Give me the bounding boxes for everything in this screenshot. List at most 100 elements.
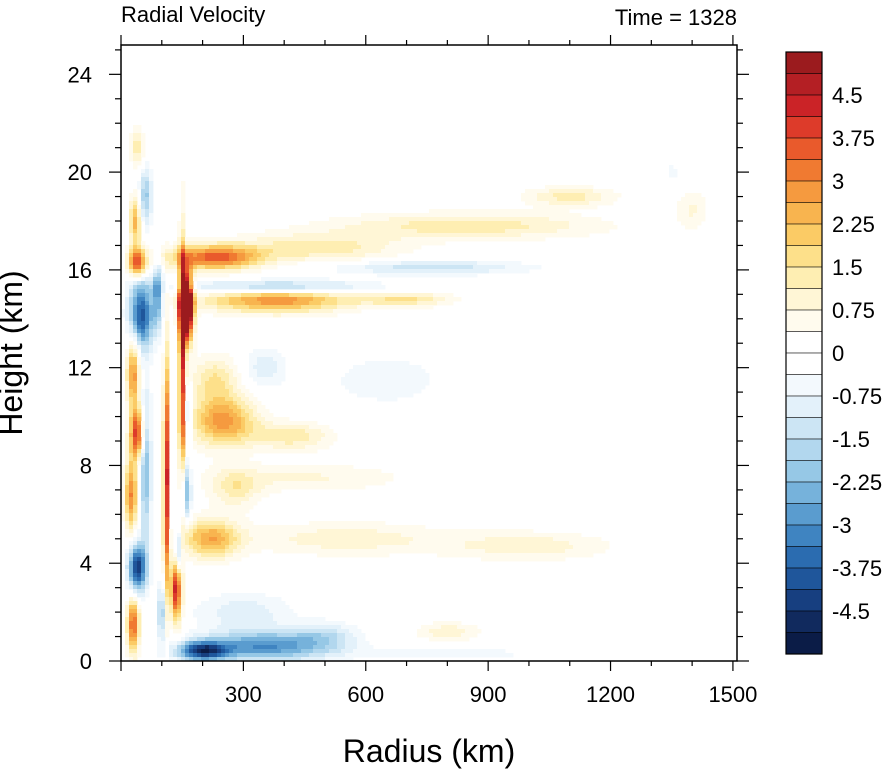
heatmap-cell (193, 241, 198, 246)
heatmap-cell (253, 365, 258, 370)
heatmap-cell (277, 233, 282, 238)
heatmap-cell (497, 533, 502, 538)
heatmap-cell (553, 557, 558, 562)
heatmap-cell (361, 473, 366, 478)
heatmap-cell (265, 481, 270, 486)
heatmap-cell (485, 261, 490, 266)
heatmap-cell (457, 217, 462, 222)
heatmap-cell (233, 417, 238, 422)
heatmap-cell (305, 245, 310, 250)
heatmap-cell (177, 289, 182, 294)
heatmap-cell (453, 545, 458, 550)
heatmap-cell (517, 529, 522, 534)
heatmap-cell (281, 313, 286, 318)
heatmap-cell (321, 537, 326, 542)
heatmap-cell (209, 605, 214, 610)
heatmap-cell (269, 313, 274, 318)
heatmap-cell (401, 301, 406, 306)
heatmap-cell (221, 505, 226, 510)
heatmap-cell (409, 261, 414, 266)
heatmap-cell (425, 265, 430, 270)
heatmap-cell (189, 293, 194, 298)
heatmap-cell (161, 361, 166, 366)
heatmap-cell (273, 533, 278, 538)
heatmap-cell (385, 297, 390, 302)
heatmap-cell (557, 205, 562, 210)
heatmap-cell (129, 577, 134, 582)
heatmap-cell (125, 605, 130, 610)
heatmap-cell (209, 449, 214, 454)
heatmap-cell (265, 309, 270, 314)
heatmap-cell (509, 213, 514, 218)
heatmap-cell (589, 553, 594, 558)
heatmap-cell (369, 381, 374, 386)
heatmap-cell (541, 541, 546, 546)
heatmap-cell (433, 545, 438, 550)
heatmap-cell (221, 305, 226, 310)
heatmap-cell (489, 533, 494, 538)
heatmap-cell (233, 413, 238, 418)
heatmap-cell (493, 557, 498, 562)
heatmap-cell (145, 257, 150, 262)
heatmap-cell (509, 209, 514, 214)
heatmap-cell (385, 473, 390, 478)
heatmap-cell (377, 221, 382, 226)
heatmap-cell (493, 549, 498, 554)
heatmap-cell (209, 537, 214, 542)
heatmap-cell (221, 369, 226, 374)
heatmap-cell (457, 533, 462, 538)
heatmap-cell (541, 213, 546, 218)
heatmap-cell (569, 533, 574, 538)
heatmap-cell (209, 241, 214, 246)
heatmap-cell (197, 393, 202, 398)
heatmap-cell (185, 457, 190, 462)
heatmap-cell (209, 357, 214, 362)
heatmap-cell (349, 297, 354, 302)
heatmap-cell (365, 477, 370, 482)
heatmap-cell (473, 233, 478, 238)
heatmap-cell (273, 433, 278, 438)
heatmap-cell (369, 225, 374, 230)
heatmap-cell (253, 265, 258, 270)
heatmap-cell (549, 205, 554, 210)
heatmap-cell (393, 377, 398, 382)
heatmap-cell (301, 421, 306, 426)
heatmap-cell (149, 549, 154, 554)
heatmap-cell (509, 269, 514, 274)
heatmap-cell (405, 265, 410, 270)
heatmap-cell (165, 317, 170, 322)
heatmap-cell (329, 301, 334, 306)
heatmap-cell (129, 605, 134, 610)
heatmap-cell (201, 245, 206, 250)
heatmap-cell (325, 281, 330, 286)
heatmap-cell (161, 477, 166, 482)
heatmap-cell (173, 557, 178, 562)
heatmap-cell (453, 209, 458, 214)
heatmap-cell (313, 313, 318, 318)
heatmap-cell (341, 377, 346, 382)
heatmap-cell (233, 505, 238, 510)
heatmap-cell (417, 381, 422, 386)
heatmap-cell (461, 529, 466, 534)
heatmap-cell (233, 449, 238, 454)
heatmap-cell (417, 217, 422, 222)
heatmap-cell (437, 265, 442, 270)
heatmap-cell (509, 217, 514, 222)
heatmap-cell (165, 261, 170, 266)
heatmap-area (121, 125, 706, 662)
heatmap-cell (137, 565, 142, 570)
heatmap-cell (209, 493, 214, 498)
heatmap-cell (545, 201, 550, 206)
heatmap-cell (261, 597, 266, 602)
heatmap-cell (445, 533, 450, 538)
heatmap-cell (233, 249, 238, 254)
heatmap-cell (501, 269, 506, 274)
heatmap-cell (377, 553, 382, 558)
heatmap-cell (389, 473, 394, 478)
heatmap-cell (465, 213, 470, 218)
heatmap-cell (217, 405, 222, 410)
heatmap-cell (245, 501, 250, 506)
heatmap-cell (165, 413, 170, 418)
heatmap-cell (289, 285, 294, 290)
heatmap-cell (385, 233, 390, 238)
